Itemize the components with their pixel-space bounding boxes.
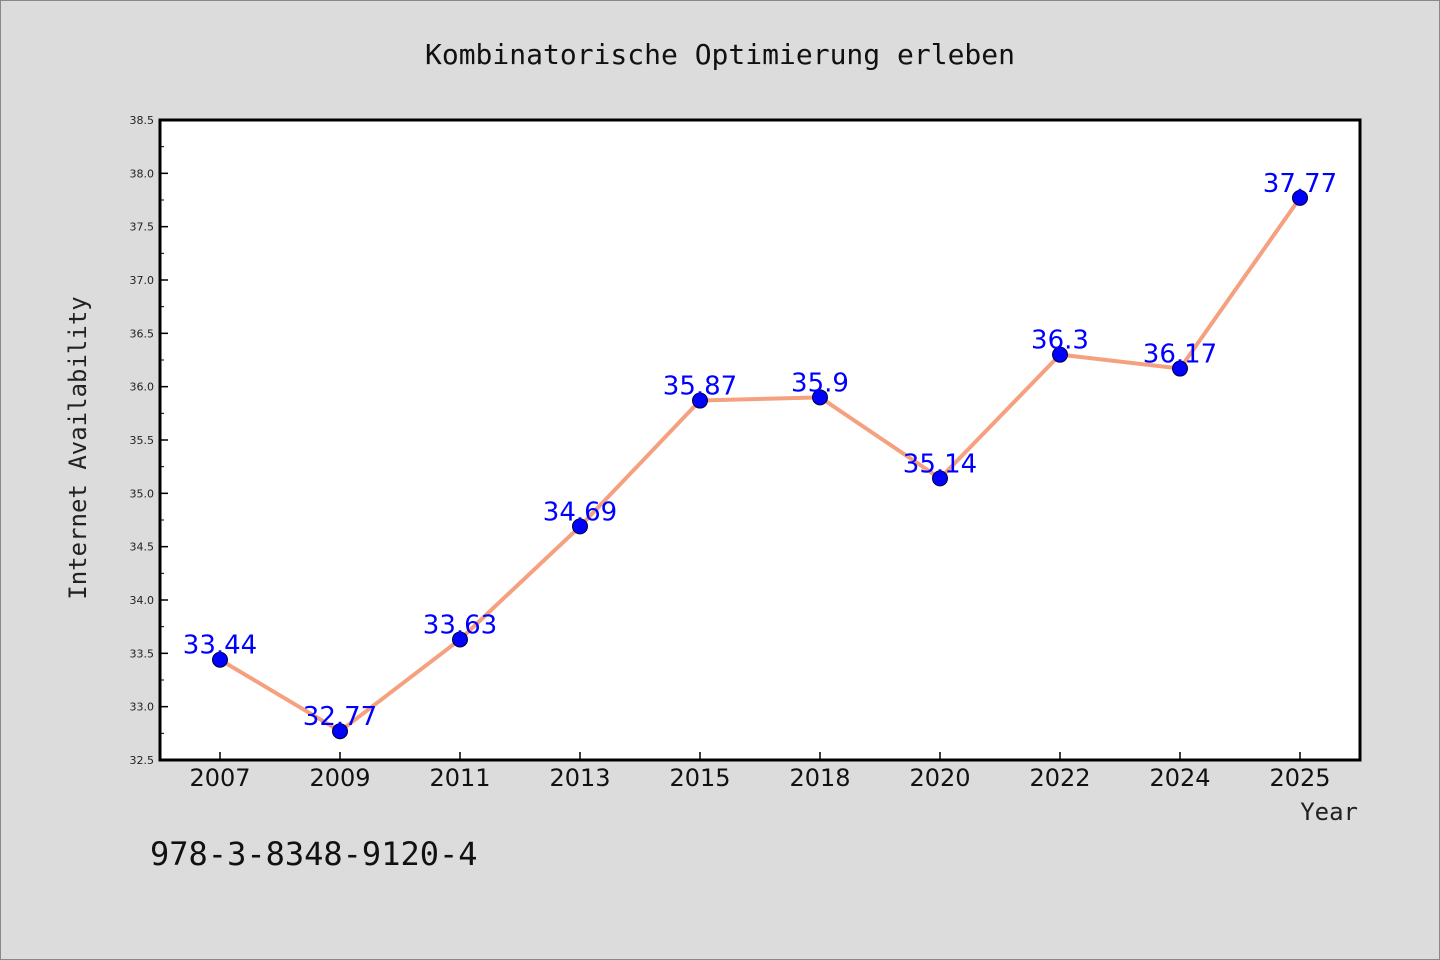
chart-title: Kombinatorische Optimierung erleben (425, 38, 1015, 71)
y-tick-label: 36.5 (130, 327, 155, 340)
x-axis-ticks: 2007 2009 2011 2013 2015 2018 2020 2022 2024 2025 (189, 752, 1331, 792)
data-label: 36.17 (1143, 340, 1217, 370)
y-tick-label: 36.0 (130, 381, 155, 394)
data-label: 36.3 (1031, 326, 1089, 356)
isbn-footer: 978-3-8348-9120-4 (150, 835, 478, 873)
data-label: 34.69 (543, 497, 617, 527)
x-tick-label: 2025 (1269, 764, 1330, 792)
y-tick-label: 34.5 (130, 541, 155, 554)
x-tick-label: 2018 (789, 764, 850, 792)
series-line-group: 33.44 32.77 33.63 34.69 35.87 35.9 35.14 36.3 36… (183, 169, 1337, 740)
data-point (452, 631, 468, 648)
y-tick-label: 32.5 (130, 754, 155, 767)
x-tick-label: 2009 (309, 764, 370, 792)
x-tick-label: 2024 (1149, 764, 1210, 792)
x-tick-label: 2022 (1029, 764, 1090, 792)
data-label: 32.77 (303, 702, 377, 732)
data-label: 33.63 (423, 610, 497, 640)
y-tick-label: 38.5 (130, 114, 155, 127)
data-point (1052, 346, 1068, 363)
y-tick-label: 37.0 (130, 274, 155, 287)
y-tick-label: 33.5 (130, 647, 155, 660)
data-point (692, 392, 708, 409)
x-tick-label: 2013 (549, 764, 610, 792)
y-tick-label: 35.5 (130, 434, 155, 447)
data-label: 33.44 (183, 631, 257, 661)
x-axis-label: Year (1300, 798, 1358, 826)
data-point (1292, 189, 1308, 206)
data-label: 37.77 (1263, 169, 1337, 199)
y-axis-ticks: 32.5 33.0 33.5 34.0 34.5 35.0 35.5 36.0 36.5 37.0… (130, 114, 168, 767)
y-tick-label: 33.0 (130, 701, 155, 714)
data-label: 35.87 (663, 372, 737, 402)
data-point (332, 723, 348, 740)
data-point (812, 389, 828, 406)
data-point (572, 518, 588, 535)
y-tick-label: 38.0 (130, 167, 155, 180)
x-tick-label: 2020 (909, 764, 970, 792)
data-point (1172, 360, 1188, 377)
series-line (218, 195, 1302, 734)
x-tick-label: 2015 (669, 764, 730, 792)
y-axis-label: Internet Availability (64, 296, 92, 599)
data-label: 35.14 (903, 449, 977, 479)
data-point (212, 651, 228, 668)
x-tick-label: 2011 (429, 764, 490, 792)
y-tick-label: 34.0 (130, 594, 155, 607)
y-tick-label: 35.0 (130, 487, 155, 500)
data-label: 35.9 (791, 368, 849, 398)
y-tick-label: 37.5 (130, 221, 155, 234)
x-tick-label: 2007 (189, 764, 250, 792)
plot-area (158, 118, 1362, 762)
data-point (932, 470, 948, 487)
